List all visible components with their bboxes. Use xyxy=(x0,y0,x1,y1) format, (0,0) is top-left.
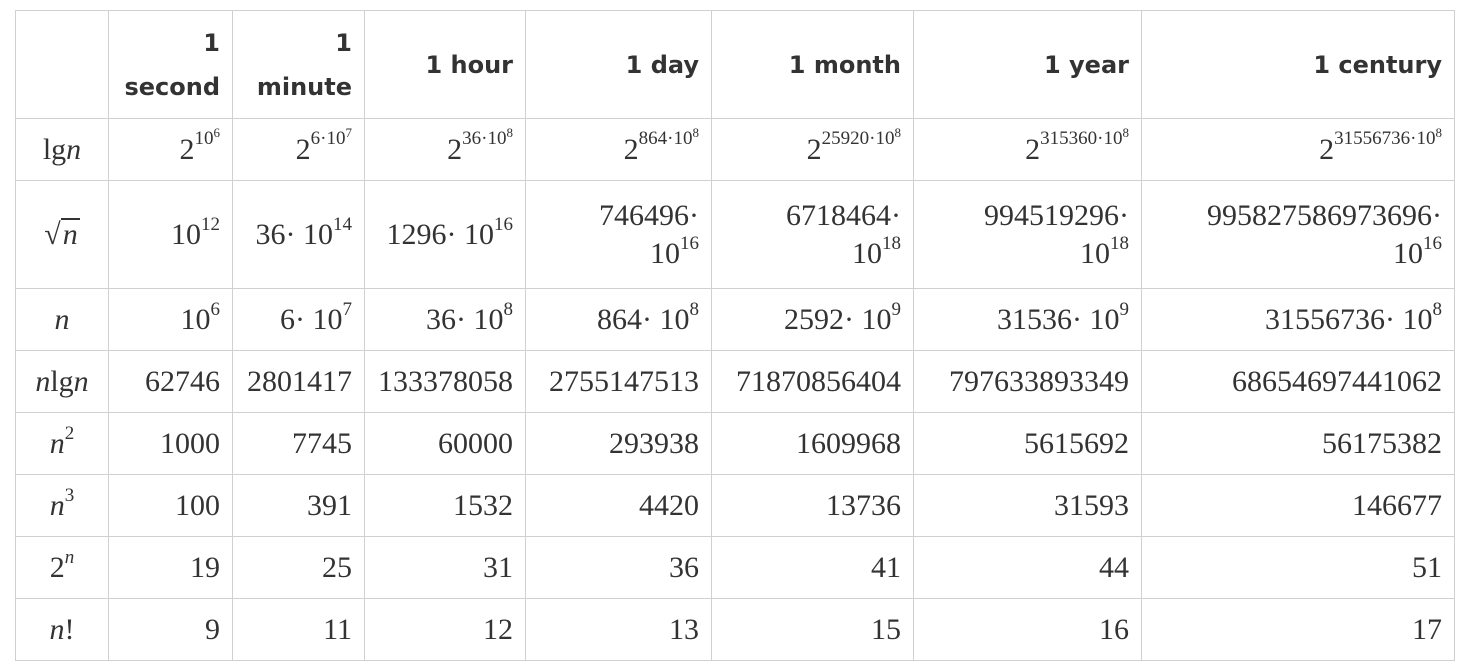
table-cell: 36· 1014 xyxy=(232,180,365,289)
row-n-squared: n2 1000 7745 60000 293938 1609968 561569… xyxy=(15,412,1455,475)
row-label-n: n xyxy=(15,288,109,351)
row-n-factorial: n! 9 11 12 13 15 16 17 xyxy=(15,598,1455,661)
row-lgn: lgn 2106 26·107 236·108 2864·108 225920·… xyxy=(15,118,1455,181)
header-1-day: 1 day xyxy=(525,10,712,119)
table-cell: 1532 xyxy=(364,474,526,537)
table-cell: 41 xyxy=(711,536,914,599)
header-1-century: 1 century xyxy=(1141,10,1455,119)
row-n: n 106 6· 107 36· 108 864· 108 2592· 109 … xyxy=(15,288,1455,351)
header-row: 1 second 1 minute 1 hour 1 day 1 month 1 y… xyxy=(15,10,1455,119)
table-cell: 6718464· 1018 xyxy=(711,180,914,289)
header-1-month: 1 month xyxy=(711,10,914,119)
header-1-minute: 1 minute xyxy=(232,10,365,119)
header-1-second: 1 second xyxy=(108,10,233,119)
table-cell: 17 xyxy=(1141,598,1455,661)
table-cell: 1000 xyxy=(108,412,233,475)
table-cell: 2755147513 xyxy=(525,350,712,413)
table-cell: 231556736·108 xyxy=(1141,118,1455,181)
table-cell: 236·108 xyxy=(364,118,526,181)
table-cell: 1012 xyxy=(108,180,233,289)
row-label-n-factorial: n! xyxy=(15,598,109,661)
table-cell: 19 xyxy=(108,536,233,599)
table-cell: 7745 xyxy=(232,412,365,475)
table-cell: 15 xyxy=(711,598,914,661)
table-cell: 62746 xyxy=(108,350,233,413)
table-cell: 25 xyxy=(232,536,365,599)
table-cell: 31536· 109 xyxy=(913,288,1142,351)
row-label-sqrtn: √n xyxy=(15,180,109,289)
table-cell: 994519296· 1018 xyxy=(913,180,1142,289)
table-cell: 51 xyxy=(1141,536,1455,599)
table-cell: 68654697441062 xyxy=(1141,350,1455,413)
table-cell: 133378058 xyxy=(364,350,526,413)
row-label-n-cubed: n3 xyxy=(15,474,109,537)
row-label-nlgn: nlgn xyxy=(15,350,109,413)
table-cell: 44 xyxy=(913,536,1142,599)
table-cell: 2864·108 xyxy=(525,118,712,181)
table-cell: 2801417 xyxy=(232,350,365,413)
table-cell: 1609968 xyxy=(711,412,914,475)
table-cell: 31556736· 108 xyxy=(1141,288,1455,351)
table-cell: 31593 xyxy=(913,474,1142,537)
table-cell: 2315360·108 xyxy=(913,118,1142,181)
table-cell: 71870856404 xyxy=(711,350,914,413)
table-cell: 26·107 xyxy=(232,118,365,181)
growth-rate-table: 1 second 1 minute 1 hour 1 day 1 month 1 y… xyxy=(15,10,1455,661)
row-label-lgn: lgn xyxy=(15,118,109,181)
table-cell: 746496· 1016 xyxy=(525,180,712,289)
table-cell: 146677 xyxy=(1141,474,1455,537)
table-cell: 2106 xyxy=(108,118,233,181)
row-sqrtn: √n 1012 36· 1014 1296· 1016 746496· 1016 … xyxy=(15,180,1455,289)
table-cell: 391 xyxy=(232,474,365,537)
table-cell: 106 xyxy=(108,288,233,351)
table-cell: 5615692 xyxy=(913,412,1142,475)
table-cell: 225920·108 xyxy=(711,118,914,181)
table-cell: 995827586973696· 1016 xyxy=(1141,180,1455,289)
table-cell: 11 xyxy=(232,598,365,661)
header-1-hour: 1 hour xyxy=(364,10,526,119)
table-cell: 864· 108 xyxy=(525,288,712,351)
row-label-2-to-n: 2n xyxy=(15,536,109,599)
table-cell: 9 xyxy=(108,598,233,661)
row-nlgn: nlgn 62746 2801417 133378058 2755147513 … xyxy=(15,350,1455,413)
header-corner xyxy=(15,10,109,119)
table-cell: 56175382 xyxy=(1141,412,1455,475)
table-cell: 13736 xyxy=(711,474,914,537)
table-cell: 12 xyxy=(364,598,526,661)
table-cell: 60000 xyxy=(364,412,526,475)
table-cell: 100 xyxy=(108,474,233,537)
header-1-year: 1 year xyxy=(913,10,1142,119)
table-cell: 31 xyxy=(364,536,526,599)
table-cell: 4420 xyxy=(525,474,712,537)
row-2-to-n: 2n 19 25 31 36 41 44 51 xyxy=(15,536,1455,599)
row-n-cubed: n3 100 391 1532 4420 13736 31593 146677 xyxy=(15,474,1455,537)
table-cell: 2592· 109 xyxy=(711,288,914,351)
table-cell: 36· 108 xyxy=(364,288,526,351)
table-cell: 16 xyxy=(913,598,1142,661)
table-cell: 797633893349 xyxy=(913,350,1142,413)
table-cell: 13 xyxy=(525,598,712,661)
table-cell: 36 xyxy=(525,536,712,599)
row-label-n-squared: n2 xyxy=(15,412,109,475)
table-cell: 293938 xyxy=(525,412,712,475)
table-cell: 1296· 1016 xyxy=(364,180,526,289)
table-cell: 6· 107 xyxy=(232,288,365,351)
